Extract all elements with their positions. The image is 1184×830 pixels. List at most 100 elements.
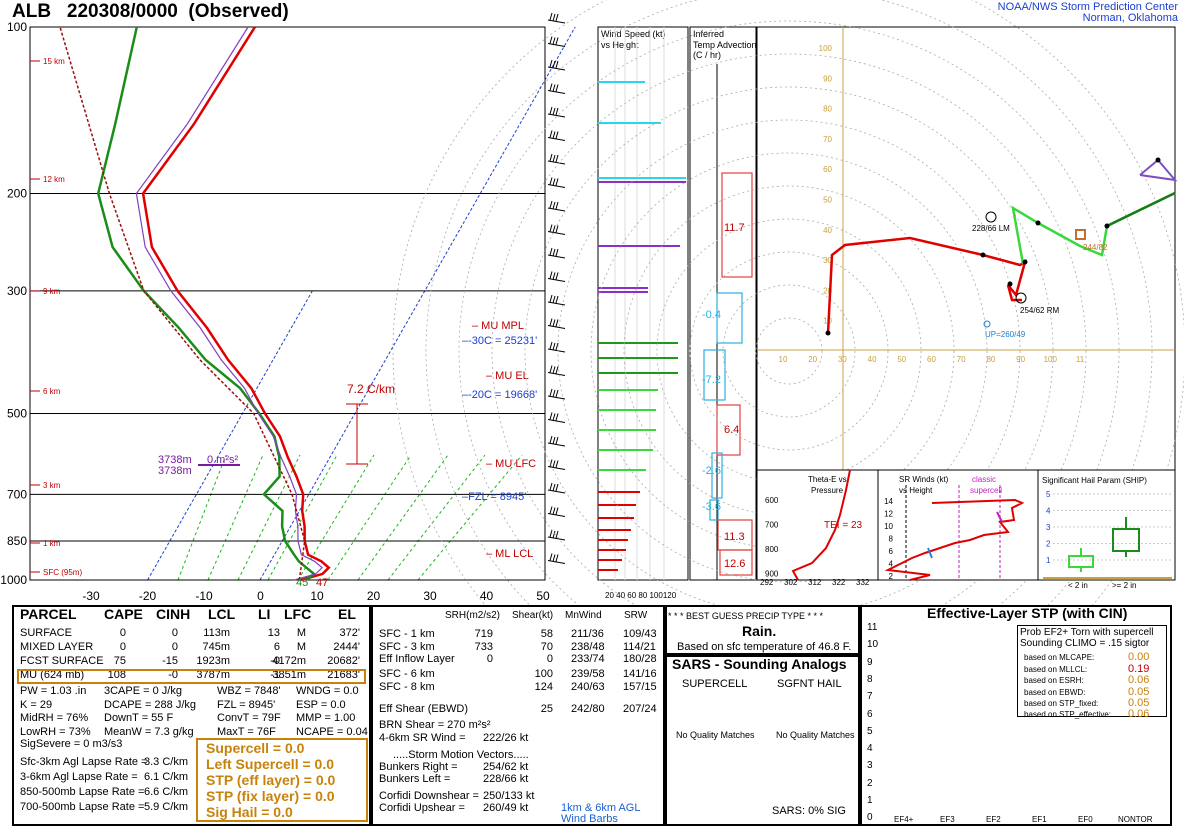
stp-y-tick: 6 bbox=[867, 708, 873, 720]
srw46-label: 4-6km SR Wind = bbox=[379, 732, 466, 744]
wind-barb bbox=[547, 419, 566, 423]
composite-box bbox=[196, 738, 368, 822]
temp-tick-label: -30 bbox=[82, 589, 100, 603]
analogs-nq2: No Quality Matches bbox=[776, 730, 855, 740]
lapse-value: 6.6 C/km bbox=[144, 786, 189, 798]
wind-barb bbox=[549, 130, 553, 138]
analogs-col2: SGFNT HAIL bbox=[777, 678, 842, 690]
tempadv-bar bbox=[716, 292, 743, 344]
kin-shear: 124 bbox=[534, 680, 553, 693]
kin-row-label: SFC - 8 km bbox=[379, 680, 435, 693]
ship-cat-large: >= 2 in bbox=[1112, 581, 1136, 590]
ship-y-tick: 3 bbox=[1046, 523, 1051, 532]
wind-barb bbox=[549, 294, 553, 303]
theta-p-tick: 800 bbox=[765, 545, 779, 554]
theta-x-tick: 292 bbox=[760, 578, 774, 587]
parcel-cell: MIXED LAYER bbox=[20, 641, 94, 653]
wind-barb bbox=[555, 13, 559, 22]
tempadv-bar bbox=[711, 452, 723, 499]
stp-y-tick: 4 bbox=[867, 743, 873, 755]
sounding-source: (Observed) bbox=[188, 1, 289, 22]
wind-barb bbox=[549, 341, 553, 350]
kin-srw: 114/21 bbox=[623, 640, 656, 653]
hodograph-ring bbox=[524, 86, 1054, 616]
wind-barb bbox=[549, 106, 553, 115]
windspeed-frame bbox=[597, 26, 689, 581]
sfc-dewpoint-label: 45 bbox=[296, 577, 308, 589]
pressure-tick-label: 100 bbox=[7, 20, 27, 34]
ship-y-tick: 5 bbox=[1046, 490, 1051, 499]
parcel-cell: 3851m bbox=[272, 669, 306, 681]
thermo-index: FZL = 8945' bbox=[217, 698, 276, 711]
kin-row-label: SFC - 6 km bbox=[379, 668, 435, 680]
analogs-sig: SARS: 0% SIG bbox=[772, 805, 846, 817]
hodo-rm-label: 254/62 RM bbox=[1020, 306, 1059, 315]
barbs-caption-2: Wind Barbs bbox=[561, 813, 618, 825]
wind-barb bbox=[555, 295, 559, 304]
ml-lcl-label: – ML LCL bbox=[486, 548, 533, 560]
wind-barb bbox=[549, 12, 553, 21]
tempadv-value: -2.6 bbox=[702, 465, 721, 477]
wind-barb bbox=[547, 43, 566, 47]
kin-row-label: Eff Shear (EBWD) bbox=[379, 703, 469, 715]
wind-barb bbox=[552, 389, 556, 398]
hodograph-ring bbox=[689, 251, 889, 451]
kin-srh: 733 bbox=[474, 640, 493, 653]
sounding-datetime: 220308/0000 bbox=[66, 1, 178, 22]
m20c-label: –-20C = 19668' bbox=[462, 389, 537, 401]
parcel-cell: 2444' bbox=[333, 641, 360, 653]
wind-barb bbox=[549, 247, 553, 256]
parcel-cell: 372' bbox=[339, 627, 360, 639]
temp-tick-label: 50 bbox=[536, 589, 550, 603]
stp-y-tick: 0 bbox=[867, 812, 873, 824]
stp-prob: Prob EF2+ Torn with supercell bbox=[1020, 627, 1154, 638]
wind-barb bbox=[549, 482, 553, 491]
mixing-ratio-line bbox=[327, 454, 412, 581]
parcel-cell: 745m bbox=[202, 641, 230, 653]
hodo-rm-marker bbox=[1015, 292, 1027, 304]
mixing-ratio-line bbox=[177, 454, 227, 581]
wind-barb bbox=[549, 177, 553, 185]
kin-header: MnWind bbox=[565, 610, 602, 621]
kin-srw: 109/43 bbox=[623, 628, 657, 640]
parcel-cell: MU (624 mb) bbox=[20, 669, 85, 681]
hodo-lm-label: 228/66 LM bbox=[972, 224, 1010, 233]
parcel-cell: M bbox=[296, 641, 306, 653]
storm-motion-title: .....Storm Motion Vectors..... bbox=[393, 749, 529, 761]
tempadv-units: (C / hr) bbox=[693, 50, 721, 60]
temp-tick-label: -20 bbox=[139, 589, 157, 603]
hodo-point bbox=[1104, 223, 1110, 229]
hodo-point bbox=[1155, 157, 1161, 163]
theta-subtitle: Pressure bbox=[811, 486, 844, 495]
thermo-index: MMP = 1.00 bbox=[296, 712, 356, 724]
lapse-label: Sfc-3km Agl Lapse Rate = bbox=[20, 756, 148, 768]
motion-label: Bunkers Left = bbox=[379, 773, 451, 785]
kin-header: SRW bbox=[624, 610, 648, 621]
ship-y-tick: 2 bbox=[1046, 540, 1051, 549]
stp-y-tick: 2 bbox=[867, 777, 873, 789]
parcel-cell: FCST SURFACE bbox=[20, 655, 104, 667]
tempadv-value: 11.7 bbox=[724, 222, 745, 234]
tempadv-value: 6.4 bbox=[724, 424, 739, 436]
wind-barb bbox=[549, 200, 553, 209]
motion-label: Corfidi Downshear = bbox=[379, 790, 479, 802]
height-label: 1 km bbox=[43, 539, 61, 548]
wind-barb bbox=[547, 19, 566, 24]
thermo-index: MidRH = 76% bbox=[20, 712, 89, 724]
wind-barb bbox=[547, 207, 566, 212]
theta-p-tick: 700 bbox=[765, 521, 779, 530]
parcel-cell: 1923m bbox=[196, 655, 230, 667]
tempadv-frame bbox=[689, 26, 757, 581]
wind-barb bbox=[555, 107, 559, 116]
stp-based-label: based on MLLCL: bbox=[1024, 664, 1088, 674]
motion-value: 250/133 kt bbox=[483, 790, 535, 802]
kin-mnwind: 233/74 bbox=[571, 653, 605, 665]
mu-mpl-label: – MU MPL bbox=[472, 320, 524, 332]
kin-srw: 207/24 bbox=[623, 703, 657, 715]
hodograph-y-tick: 30 bbox=[823, 256, 832, 265]
ship-y-tick: 4 bbox=[1046, 507, 1051, 516]
mu-highlight bbox=[17, 669, 366, 684]
parcel-cell: -0 bbox=[270, 655, 280, 667]
ship-y-tick: 1 bbox=[1046, 556, 1051, 565]
height-label: 6 km bbox=[43, 387, 61, 396]
